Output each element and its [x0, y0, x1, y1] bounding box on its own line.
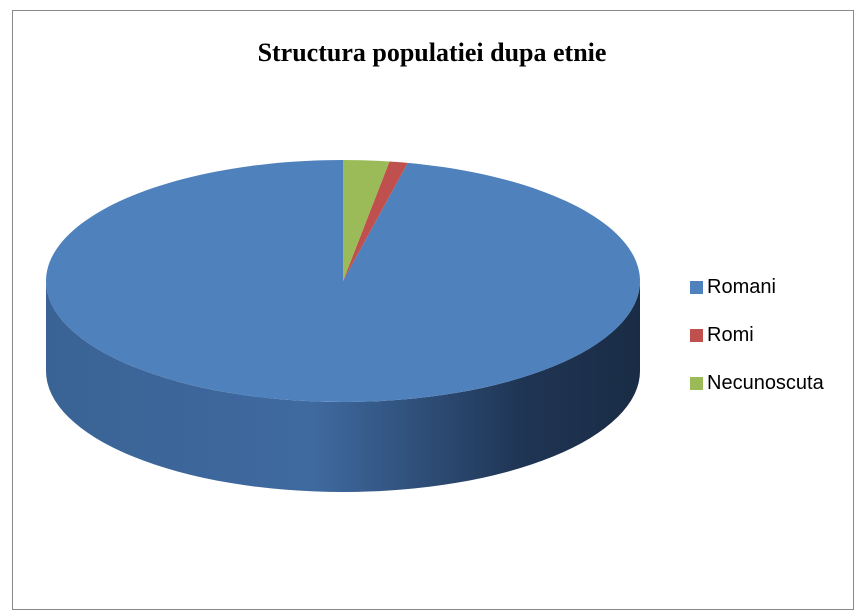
legend-item-romi: Romi: [690, 323, 864, 347]
legend-swatch-romani: [690, 280, 703, 294]
legend: Romani Romi Necunoscuta: [690, 275, 864, 419]
legend-item-romani: Romani: [690, 275, 864, 299]
pie-side-layer: [46, 281, 640, 492]
pie-slice-romani: [45, 160, 640, 402]
legend-label-romani: Romani: [707, 275, 776, 298]
legend-label-necunoscuta: Necunoscuta: [707, 371, 824, 394]
legend-item-necunoscuta: Necunoscuta: [690, 371, 864, 395]
pie-top-layer: [45, 160, 640, 402]
legend-swatch-necunoscuta: [690, 376, 703, 390]
legend-label-romi: Romi: [707, 323, 754, 346]
chart-title: Structura populatiei dupa etnie: [257, 38, 607, 67]
legend-swatch-romi: [690, 328, 703, 342]
pie-slice-romi: [343, 161, 408, 281]
pie-slice-necunoscuta: [343, 160, 390, 281]
pie-side-romani: [46, 281, 640, 492]
